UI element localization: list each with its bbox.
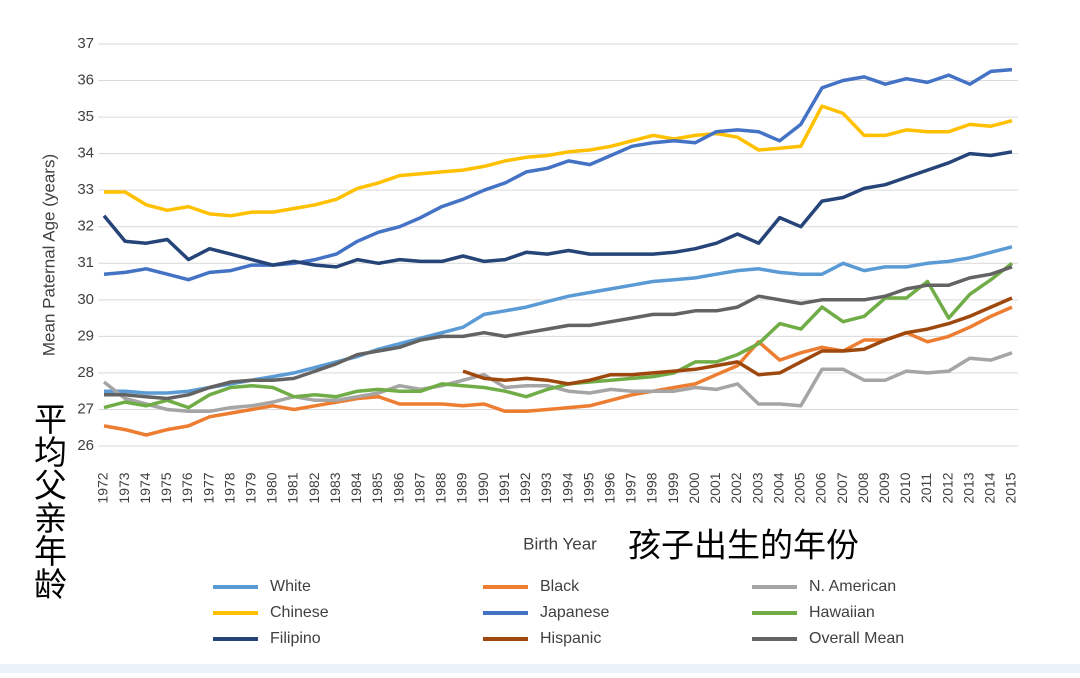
x-tick-label: 2006	[813, 472, 829, 503]
x-tick-label: 2000	[686, 472, 702, 503]
x-tick-label: 2014	[982, 472, 998, 503]
x-tick-label: 1979	[243, 472, 259, 503]
y-tick-label: 37	[77, 35, 94, 52]
x-tick-label: 1973	[116, 472, 132, 503]
y-tick-label: 29	[77, 327, 94, 344]
legend-label: Filipino	[270, 630, 321, 647]
legend-label: Hawaiian	[809, 604, 875, 621]
x-tick-label: 1974	[137, 472, 153, 503]
x-tick-label: 1983	[327, 472, 343, 503]
y-tick-label: 28	[77, 364, 94, 381]
series-line	[102, 150, 1013, 269]
x-tick-label: 2005	[792, 472, 808, 503]
x-tick-label: 1975	[158, 472, 174, 503]
legend-label: Chinese	[270, 604, 329, 621]
y-tick-label: 26	[77, 437, 94, 454]
x-axis-label: Birth Year	[523, 534, 597, 553]
x-tick-label: 2004	[770, 472, 786, 503]
x-tick-label: 2008	[855, 472, 871, 503]
x-tick-label: 1993	[538, 472, 554, 503]
x-tick-label: 1992	[517, 472, 533, 503]
x-tick-label: 2012	[939, 472, 955, 503]
x-tick-label: 1985	[369, 472, 385, 503]
x-tick-label: 1990	[475, 472, 491, 503]
y-tick-label: 34	[77, 145, 94, 162]
legend-label: Japanese	[540, 604, 609, 621]
x-tick-label: 2002	[728, 472, 744, 503]
y-tick-label: 32	[77, 218, 94, 235]
legend-label: N. American	[809, 578, 896, 595]
x-tick-label: 2015	[1003, 472, 1019, 503]
series-line	[103, 261, 1014, 410]
y-tick-label: 35	[77, 108, 94, 125]
x-tick-label: 1982	[306, 472, 322, 503]
x-tick-label: 2009	[876, 472, 892, 503]
y-tick-label: 27	[77, 400, 94, 417]
x-tick-label: 1980	[264, 472, 280, 503]
x-tick-label: 1972	[95, 472, 111, 503]
x-tick-label: 2011	[918, 473, 934, 503]
x-tick-label: 1977	[200, 472, 216, 503]
x-tick-label: 2003	[749, 472, 765, 503]
x-tick-label: 1987	[411, 472, 427, 503]
legend-label: Hispanic	[540, 630, 601, 647]
x-tick-label: 1981	[285, 472, 301, 503]
x-tick-label: 1986	[390, 472, 406, 503]
series-line	[103, 305, 1013, 437]
bottom-strip	[0, 664, 1080, 673]
y-annotation: 平均父亲年龄	[30, 402, 67, 600]
y-tick-label: 36	[77, 72, 94, 89]
y-tick-label: 30	[77, 291, 94, 308]
x-tick-label: 1998	[644, 472, 660, 503]
x-tick-label: 2013	[960, 472, 976, 503]
y-axis-label: Mean Paternal Age (years)	[39, 154, 58, 356]
y-tick-label: 33	[77, 181, 94, 198]
x-tick-label: 2010	[897, 472, 913, 503]
x-tick-label: 1978	[221, 472, 237, 503]
x-tick-label: 1997	[623, 472, 639, 503]
series-line	[103, 67, 1013, 282]
x-tick-label: 1996	[601, 472, 617, 503]
legend-label: Overall Mean	[809, 630, 904, 647]
x-annotation: 孩子出生的年份	[628, 527, 859, 564]
x-tick-label: 2007	[834, 472, 850, 503]
x-tick-label: 1976	[179, 472, 195, 503]
x-tick-label: 1999	[665, 472, 681, 503]
x-tick-label: 1984	[348, 472, 364, 503]
legend-label: White	[270, 578, 311, 595]
x-tick-label: 1989	[454, 472, 470, 503]
x-tick-label: 1991	[496, 472, 512, 503]
y-tick-label: 31	[77, 254, 94, 271]
x-tick-label: 1995	[580, 472, 596, 503]
series-line	[104, 265, 1013, 401]
x-tick-label: 1994	[559, 472, 575, 503]
series-line	[462, 296, 1013, 386]
x-tick-label: 1988	[433, 472, 449, 503]
legend-label: Black	[540, 578, 580, 595]
series-line	[104, 104, 1013, 218]
x-tick-label: 2001	[707, 472, 723, 503]
